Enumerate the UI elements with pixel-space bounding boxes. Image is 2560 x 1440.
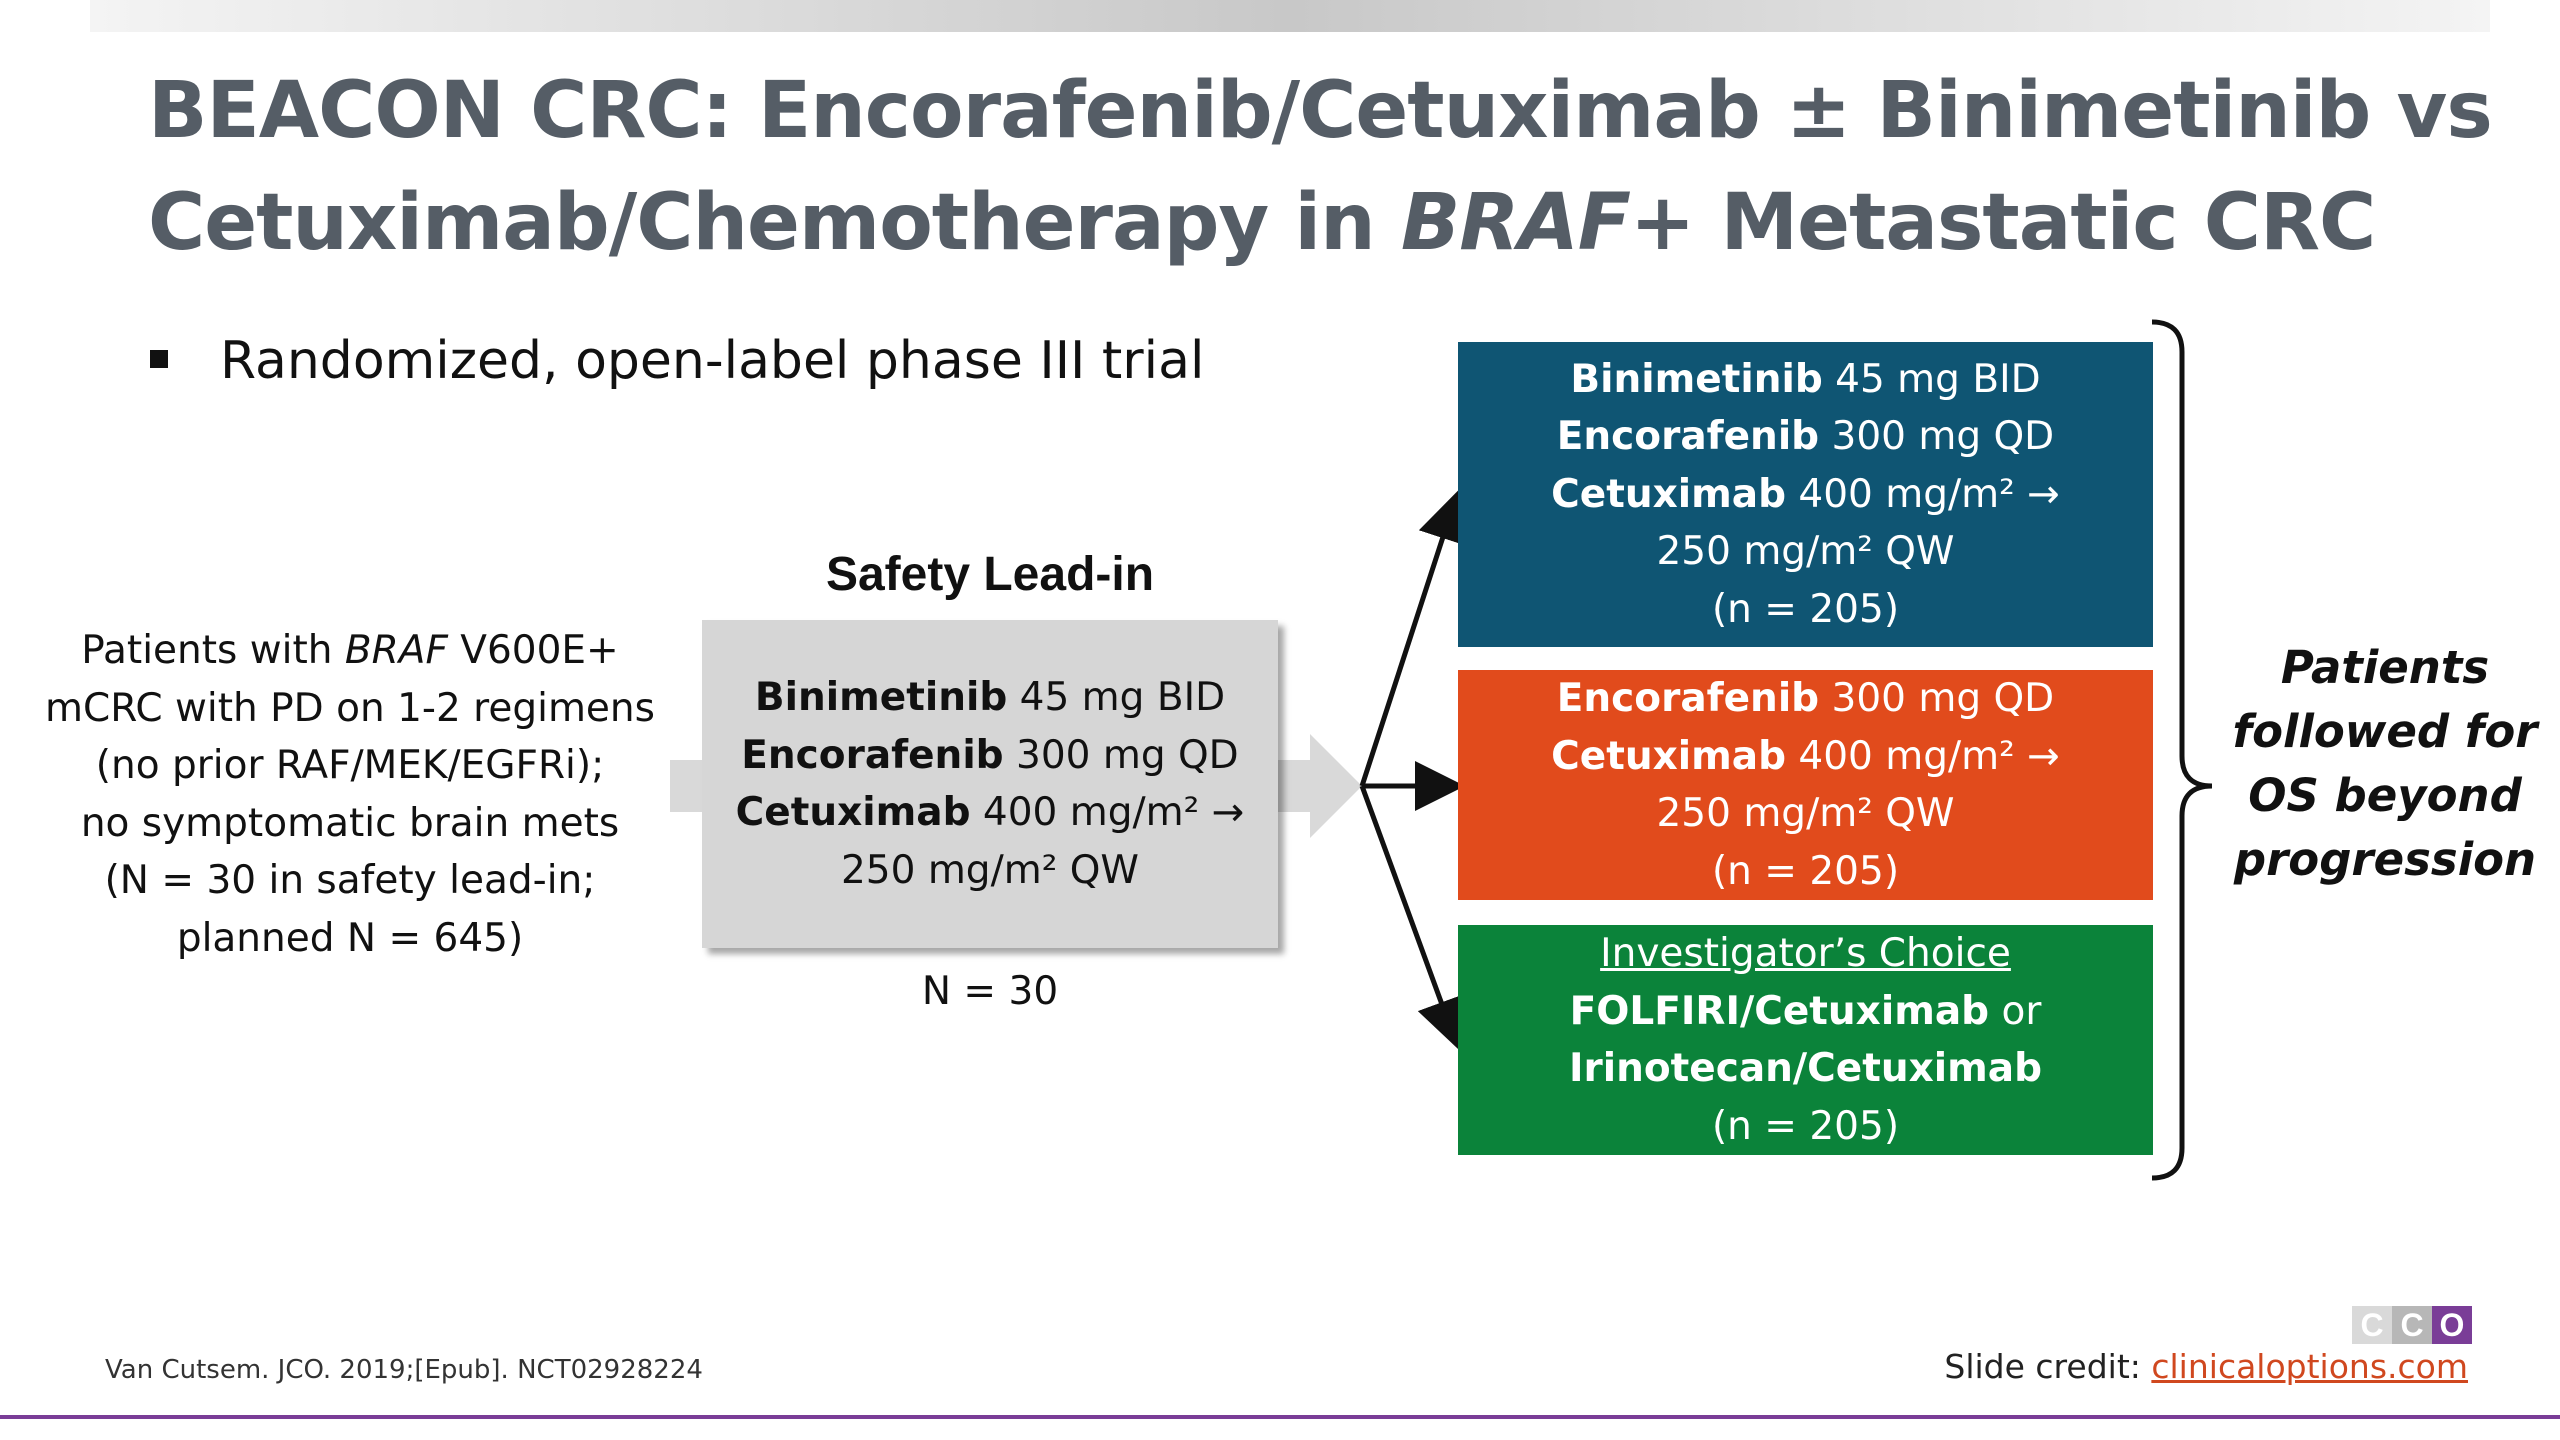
bullet-text: Randomized, open-label phase III trial: [220, 331, 1205, 391]
triplet-drug-1: Binimetinib: [1570, 356, 1823, 402]
triplet-line-1: Binimetinib 45 mg BID: [1570, 351, 2040, 409]
logo-letter-3: O: [2432, 1306, 2472, 1344]
lead-in-line-3: Cetuximab 400 mg/m² →: [736, 784, 1245, 842]
slide-credit: Slide credit: clinicaloptions.com: [1944, 1346, 2468, 1388]
slide-title: BEACON CRC: Encorafenib/Cetuximab ± Bini…: [148, 55, 2493, 279]
patient-line-6: planned N = 645): [176, 915, 524, 961]
doublet-drug-2: Cetuximab: [1551, 733, 1787, 779]
patient-line-5: (N = 30 in safety lead-in;: [104, 858, 596, 903]
patient-population: Patients with BRAF V600E+ mCRC with PD o…: [20, 622, 680, 967]
triplet-line-4: 250 mg/m² QW: [1656, 529, 1955, 575]
triplet-line-3: Cetuximab 400 mg/m² →: [1551, 466, 2060, 524]
right-gray-arrow: [1278, 734, 1362, 838]
doublet-dose-2: 400 mg/m² →: [1786, 733, 2060, 779]
safety-lead-in-box: Binimetinib 45 mg BID Encorafenib 300 mg…: [702, 620, 1278, 948]
doublet-line-2: Cetuximab 400 mg/m² →: [1551, 728, 2060, 786]
patient-line-3: (no prior RAF/MEK/EGFRi);: [95, 743, 605, 788]
followup-line-1: Patients: [2280, 641, 2490, 694]
top-gradient-bar: [90, 0, 2490, 32]
triplet-drug-3: Cetuximab: [1551, 471, 1787, 517]
title-line-2-post: + Metastatic CRC: [1630, 178, 2376, 268]
control-header: Investigator’s Choice: [1600, 931, 2011, 976]
lead-in-dose-1: 45 mg BID: [1007, 675, 1226, 720]
patient-line-1-pre: Patients with: [81, 628, 345, 673]
doublet-dose-1: 300 mg QD: [1819, 676, 2055, 721]
lead-in-drug-1: Binimetinib: [754, 675, 1008, 720]
arrow-to-control-arm: [1359, 785, 1465, 1050]
control-line-2: Irinotecan/Cetuximab: [1569, 1040, 2042, 1098]
cco-logo: C C O: [2352, 1306, 2472, 1344]
doublet-line-1: Encorafenib 300 mg QD: [1557, 670, 2054, 728]
lead-in-line-1: Binimetinib 45 mg BID: [755, 669, 1225, 727]
title-line-1: BEACON CRC: Encorafenib/Cetuximab ± Bini…: [148, 66, 2493, 156]
followup-note: Patients followed for OS beyond progress…: [2200, 636, 2560, 892]
lead-in-dose-2: 300 mg QD: [1003, 732, 1239, 778]
logo-letter-2: C: [2392, 1306, 2432, 1344]
patient-line-1-italic: BRAF: [344, 628, 448, 673]
patient-line-2: mCRC with PD on 1-2 regimens: [45, 685, 655, 731]
triplet-dose-3: 400 mg/m² →: [1786, 471, 2060, 517]
followup-line-4: progression: [2233, 833, 2537, 886]
doublet-drug-1: Encorafenib: [1556, 676, 1820, 721]
triplet-sample-size: (n = 205): [1711, 586, 1900, 632]
bullet-square-icon: [150, 350, 168, 368]
patient-line-4: no symptomatic brain mets: [80, 800, 620, 846]
triplet-dose-1: 45 mg BID: [1822, 356, 2041, 402]
control-line-1: FOLFIRI/Cetuximab or: [1570, 983, 2042, 1041]
citation: Van Cutsem. JCO. 2019;[Epub]. NCT0292822…: [105, 1355, 703, 1385]
safety-lead-in-title: Safety Lead-in: [825, 548, 1155, 601]
followup-line-2: followed for: [2232, 705, 2538, 758]
arrow-to-triplet-arm: [1359, 490, 1467, 787]
title-line-2: Cetuximab/Chemotherapy in BRAF+ Metastat…: [148, 167, 2478, 279]
control-regimen-2: Irinotecan/Cetuximab: [1568, 1046, 2043, 1091]
triplet-drug-2: Encorafenib: [1556, 414, 1820, 460]
lead-in-sample-size: N = 30: [921, 969, 1059, 1014]
triplet-line-2: Encorafenib 300 mg QD: [1557, 408, 2054, 466]
doublet-sample-size: (n = 205): [1711, 848, 1900, 894]
arm-doublet-box: Encorafenib 300 mg QD Cetuximab 400 mg/m…: [1458, 670, 2153, 900]
followup-line-3: OS beyond: [2248, 769, 2522, 822]
lead-in-drug-3: Cetuximab: [735, 790, 971, 835]
control-or: or: [1989, 988, 2042, 1034]
control-sample-size: (n = 205): [1711, 1103, 1900, 1149]
lead-in-line-2: Encorafenib 300 mg QD: [741, 727, 1238, 785]
title-line-2-pre: Cetuximab/Chemotherapy in: [148, 178, 1401, 268]
lead-in-drug-2: Encorafenib: [741, 732, 1004, 778]
logo-letter-1: C: [2352, 1306, 2392, 1344]
arm-control-box: Investigator’s Choice FOLFIRI/Cetuximab …: [1458, 925, 2153, 1155]
bottom-accent-line: [0, 1415, 2560, 1419]
slide-credit-link[interactable]: clinicaloptions.com: [2151, 1347, 2468, 1386]
slide-credit-label: Slide credit:: [1944, 1347, 2152, 1386]
patient-line-1: Patients with BRAF V600E+: [20, 622, 680, 680]
arm-triplet-box: Binimetinib 45 mg BID Encorafenib 300 mg…: [1458, 342, 2153, 647]
lead-in-line-4: 250 mg/m² QW: [840, 847, 1139, 893]
lead-in-dose-3: 400 mg/m² →: [970, 790, 1245, 835]
right-brace: [2151, 319, 2213, 1181]
left-gray-arrow-shaft: [670, 760, 704, 812]
title-line-2-italic: BRAF: [1400, 178, 1631, 268]
doublet-line-3: 250 mg/m² QW: [1656, 791, 1955, 836]
patient-line-1-post: V600E+: [447, 628, 619, 673]
triplet-dose-2: 300 mg QD: [1819, 414, 2055, 460]
control-regimen-1: FOLFIRI/Cetuximab: [1569, 988, 1990, 1034]
